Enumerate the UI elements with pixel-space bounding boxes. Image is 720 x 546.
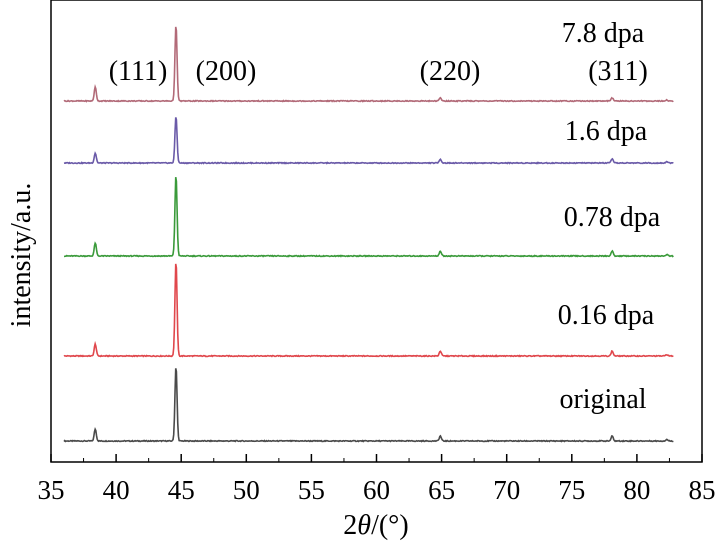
x-ticks	[50, 454, 703, 462]
series-line	[63, 26, 674, 103]
series-labels: original 0.16 dpa 0.78 dpa 1.6 dpa 7.8 dpa	[558, 18, 661, 415]
x-tick-label: 55	[298, 475, 325, 505]
series-label: 1.6 dpa	[565, 116, 648, 147]
peak-label: (220)	[420, 56, 481, 87]
x-tick-label: 45	[168, 475, 195, 505]
x-tick-label: 85	[689, 475, 716, 505]
series-line	[63, 368, 674, 443]
peak-labels: (111) (200) (220) (311)	[109, 56, 648, 87]
x-axis-title: 2θ/(°)	[343, 510, 408, 541]
x-tick-label: 70	[493, 475, 520, 505]
series-label: original	[559, 384, 646, 415]
x-tick-label: 40	[103, 475, 130, 505]
series-line	[63, 263, 674, 358]
x-tick-label: 75	[558, 475, 585, 505]
x-tick-labels: 35 40 45 50 55 60 65 70 75 80 85	[38, 475, 716, 505]
peak-label: (200)	[196, 56, 257, 87]
series-line	[63, 177, 674, 258]
x-tick-label: 80	[623, 475, 650, 505]
peak-label: (111)	[109, 56, 168, 87]
series-label: 7.8 dpa	[562, 18, 645, 49]
x-tick-label: 35	[38, 475, 65, 505]
series-label: 0.78 dpa	[564, 202, 661, 233]
x-tick-label: 60	[363, 475, 390, 505]
series-label: 0.16 dpa	[558, 300, 655, 331]
series-line	[63, 117, 674, 165]
peak-label: (311)	[588, 56, 648, 87]
y-axis-title: intensity/a.u.	[6, 183, 37, 328]
x-tick-label: 50	[233, 475, 260, 505]
series-lines	[63, 26, 674, 443]
x-tick-label: 65	[428, 475, 455, 505]
